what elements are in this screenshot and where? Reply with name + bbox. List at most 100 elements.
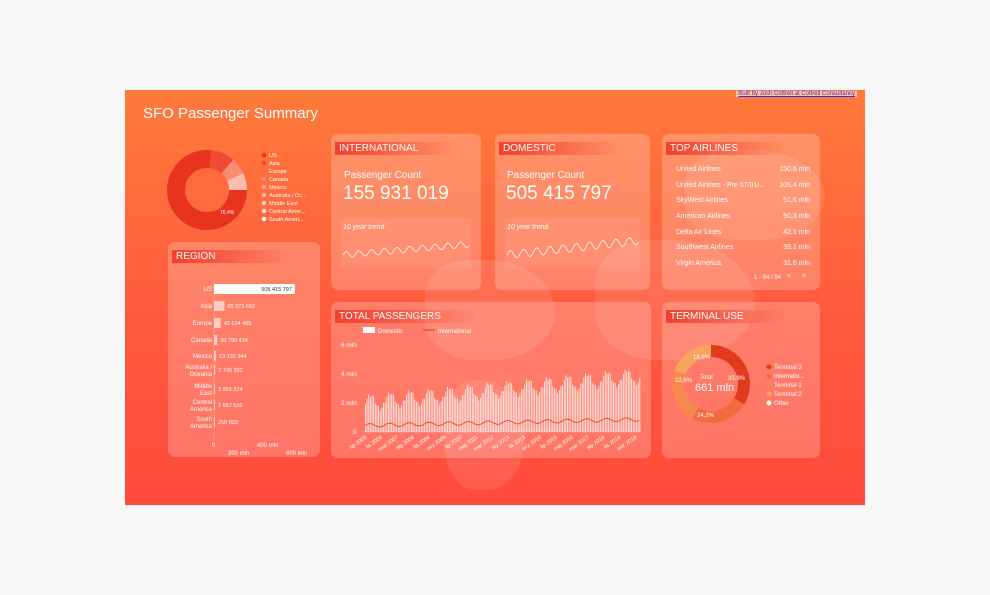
legend-item[interactable]: Terminal 3 [774, 365, 802, 371]
domestic-bar[interactable] [452, 388, 453, 432]
domestic-bar[interactable] [414, 399, 416, 432]
domestic-bar[interactable] [631, 378, 632, 432]
domestic-bar[interactable] [453, 395, 455, 432]
domestic-bar[interactable] [639, 378, 641, 432]
domestic-bar[interactable] [434, 397, 435, 432]
domestic-sparkline[interactable] [505, 219, 640, 269]
legend-item[interactable]: Canada [269, 177, 289, 183]
domestic-bar[interactable] [539, 392, 540, 432]
domestic-bar[interactable] [401, 405, 402, 433]
region-bar[interactable] [214, 351, 217, 361]
region-bar[interactable] [214, 301, 225, 311]
legend-item[interactable]: Central Amer... [269, 209, 306, 215]
domestic-bar[interactable] [397, 404, 399, 432]
domestic-bar[interactable] [562, 385, 563, 432]
legend-item[interactable]: Terminal 2 [774, 392, 802, 398]
domestic-bar[interactable] [532, 388, 534, 432]
domestic-bar[interactable] [424, 398, 425, 432]
legend-item[interactable]: Mexico [269, 185, 286, 191]
domestic-bar[interactable] [514, 391, 516, 432]
domestic-bar[interactable] [470, 386, 471, 432]
region-bar[interactable] [214, 284, 295, 294]
domestic-bar[interactable] [486, 382, 488, 432]
domestic-bar[interactable] [369, 396, 371, 432]
domestic-bar[interactable] [447, 386, 448, 432]
domestic-bar[interactable] [422, 399, 424, 432]
domestic-bar[interactable] [527, 381, 529, 432]
domestic-bar[interactable] [484, 387, 486, 432]
domestic-bar[interactable] [488, 385, 490, 432]
domestic-bar[interactable] [598, 386, 600, 432]
legend-item[interactable]: Terminal 1 [774, 383, 802, 389]
domestic-bar[interactable] [526, 379, 527, 432]
domestic-bar[interactable] [511, 383, 513, 432]
next-page-button[interactable]: > [802, 273, 807, 280]
domestic-bar[interactable] [458, 402, 460, 432]
legend-item[interactable]: Europe [269, 169, 287, 175]
domestic-bar[interactable] [586, 375, 588, 432]
domestic-bar[interactable] [537, 395, 539, 432]
domestic-bar[interactable] [590, 375, 591, 433]
domestic-bar[interactable] [534, 389, 536, 432]
domestic-bar[interactable] [409, 392, 411, 432]
domestic-bar[interactable] [391, 393, 393, 432]
domestic-bar[interactable] [619, 379, 621, 432]
domestic-bar[interactable] [591, 382, 593, 432]
domestic-bar[interactable] [608, 372, 609, 432]
domestic-bar[interactable] [412, 392, 414, 432]
domestic-bar[interactable] [601, 381, 603, 433]
legend-item[interactable]: Asia [269, 161, 281, 167]
domestic-bar[interactable] [632, 380, 634, 432]
table-row[interactable]: Southwest Airlines 39,1 mln [676, 244, 810, 260]
domestic-bar[interactable] [634, 381, 636, 432]
domestic-bar[interactable] [572, 384, 573, 432]
region-bar[interactable] [214, 400, 215, 410]
domestic-bar[interactable] [585, 373, 586, 432]
domestic-bar[interactable] [506, 381, 508, 432]
domestic-bar[interactable] [501, 391, 503, 432]
domestic-bar[interactable] [448, 389, 450, 432]
domestic-bar[interactable] [374, 403, 376, 433]
domestic-bar[interactable] [489, 384, 491, 432]
domestic-bar[interactable] [596, 389, 598, 432]
table-row[interactable]: American Airlines 50,3 mln [676, 213, 810, 229]
domestic-bar[interactable] [378, 406, 379, 432]
terminal-slice-3[interactable] [672, 345, 750, 423]
domestic-bar[interactable] [507, 383, 509, 432]
domestic-bar[interactable] [544, 381, 545, 432]
domestic-bar[interactable] [621, 379, 623, 432]
domestic-bar[interactable] [499, 395, 501, 432]
domestic-bar[interactable] [388, 392, 389, 433]
table-row[interactable]: United Airlines - Pre 07/01/... 105,4 ml… [676, 182, 810, 198]
domestic-bar[interactable] [550, 379, 552, 432]
domestic-bar[interactable] [603, 376, 605, 432]
domestic-bar[interactable] [455, 397, 457, 432]
legend-item[interactable]: Australia / Oc... [269, 193, 307, 199]
domestic-bar[interactable] [460, 399, 462, 432]
domestic-bar[interactable] [516, 392, 517, 432]
domestic-bar[interactable] [468, 387, 470, 432]
legend-item[interactable]: South Ameri... [269, 217, 304, 223]
domestic-bar[interactable] [435, 399, 437, 433]
domestic-bar[interactable] [611, 380, 613, 433]
domestic-bar[interactable] [599, 381, 601, 432]
domestic-bar[interactable] [529, 380, 531, 433]
domestic-bar[interactable] [430, 390, 432, 432]
total-passengers-chart[interactable]: Domestic International 6 mln 4 mln 2 mln… [331, 302, 651, 458]
international-sparkline[interactable] [341, 219, 471, 269]
domestic-bar[interactable] [618, 384, 619, 432]
domestic-bar[interactable] [440, 401, 442, 432]
domestic-bar[interactable] [480, 397, 481, 432]
domestic-bar[interactable] [429, 391, 430, 432]
domestic-bar[interactable] [379, 410, 381, 432]
credit-link[interactable]: Built by Josh Cottrell at Cottrell Consu… [736, 91, 857, 97]
domestic-bar[interactable] [517, 396, 519, 432]
domestic-bar[interactable] [519, 394, 521, 432]
domestic-bar[interactable] [616, 387, 618, 432]
domestic-bar[interactable] [636, 385, 637, 432]
domestic-bar[interactable] [545, 377, 547, 432]
terminal-donut-chart[interactable]: Total 661 mln 18,8% 22,6% 33,9% 24,2% Te… [662, 302, 820, 458]
domestic-bar[interactable] [406, 395, 407, 432]
domestic-bar[interactable] [481, 393, 483, 432]
domestic-bar[interactable] [425, 393, 427, 432]
